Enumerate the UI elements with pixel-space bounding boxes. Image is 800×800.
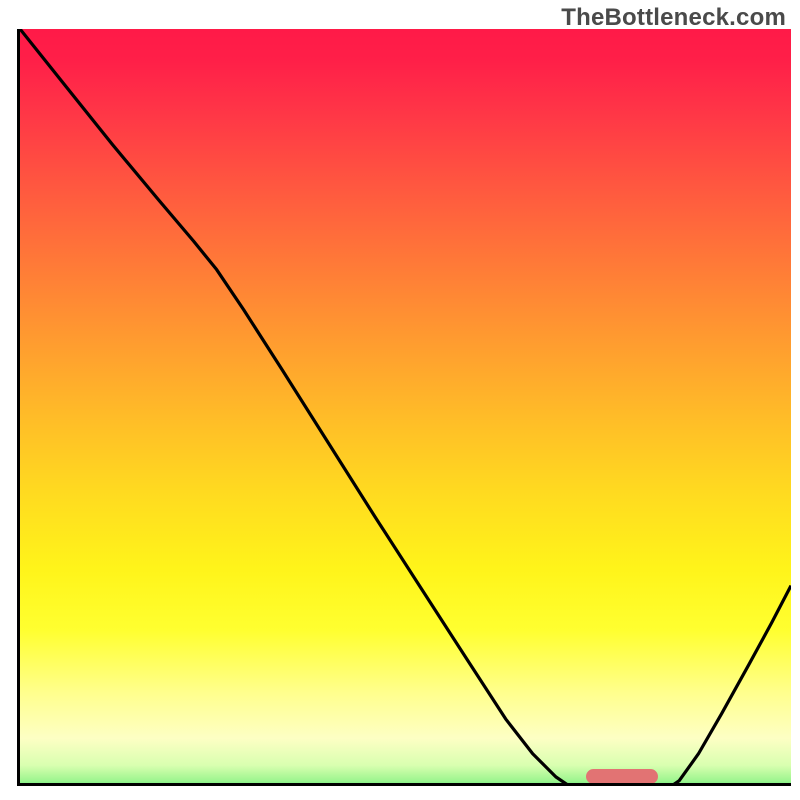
plot-area xyxy=(17,29,791,786)
optimal-range-marker xyxy=(586,769,658,784)
watermark-text: TheBottleneck.com xyxy=(561,4,786,32)
bottleneck-curve xyxy=(20,29,791,786)
